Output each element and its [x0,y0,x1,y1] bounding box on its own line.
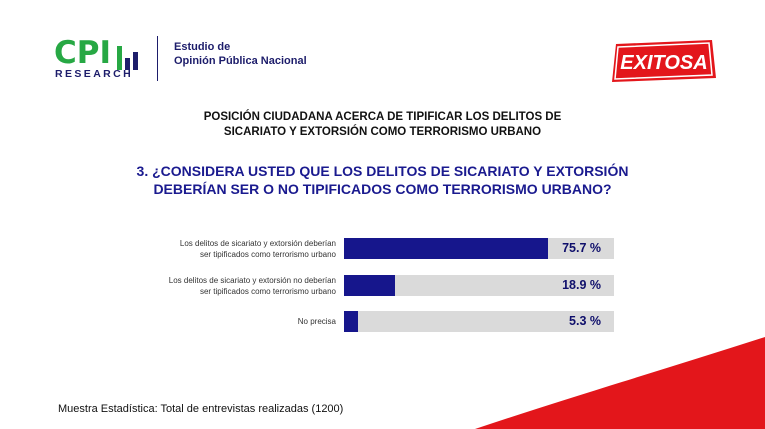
bar [344,275,396,296]
cpi-research-logo: CPI RESEARCH [54,35,142,82]
bar-track: 5.3 % [344,311,614,332]
question-line-2: DEBERÍAN SER O NO TIPIFICADOS COMO TERRO… [153,181,612,197]
decorative-swoosh [475,337,765,429]
subtitle-line-2: SICARIATO Y EXTORSIÓN COMO TERRORISMO UR… [223,126,542,138]
subtitle-line-1: POSICIÓN CIUDADANA ACERCA DE TIPIFICAR L… [203,111,562,123]
bar [344,311,359,332]
bar-chart-icon [117,46,138,70]
bar-track: 75.7 % [344,238,614,259]
data-label: 18.9 % [562,278,601,292]
data-label: 5.3 % [569,314,601,328]
estudio-line-1: Estudio de [174,41,231,53]
bar [344,238,549,259]
sample-footnote: Muestra Estadística: Total de entrevista… [58,403,344,415]
question-title: 3. ¿CONSIDERA USTED QUE LOS DELITOS DE S… [0,162,765,198]
category-label-line: Los delitos de sicariato y extorsión deb… [179,238,336,248]
header-divider [157,36,158,81]
estudio-label: Estudio de Opinión Pública Nacional [174,40,307,68]
question-line-1: 3. ¿CONSIDERA USTED QUE LOS DELITOS DE S… [136,163,629,179]
category-label: No precisa [110,316,336,327]
category-label-line: ser tipificados como terrorismo urbano [199,286,336,296]
data-label: 75.7 % [562,241,601,255]
exitosa-logo: EXITOSA [612,40,716,82]
category-label-line: Los delitos de sicariato y extorsión no … [168,275,336,285]
exitosa-logo-text: EXITOSA [620,52,707,74]
bar-track: 18.9 % [344,275,614,296]
estudio-line-2: Opinión Pública Nacional [174,55,307,67]
category-label-line: ser tipificados como terrorismo urbano [199,249,336,259]
chart-subtitle: POSICIÓN CIUDADANA ACERCA DE TIPIFICAR L… [0,110,765,140]
cpi-logo-research: RESEARCH [55,68,134,80]
cpi-logo-letters: CPI [54,35,112,71]
category-label: Los delitos de sicariato y extorsión no … [110,275,336,297]
category-label-line: No precisa [297,317,336,326]
category-label: Los delitos de sicariato y extorsión deb… [110,238,336,260]
